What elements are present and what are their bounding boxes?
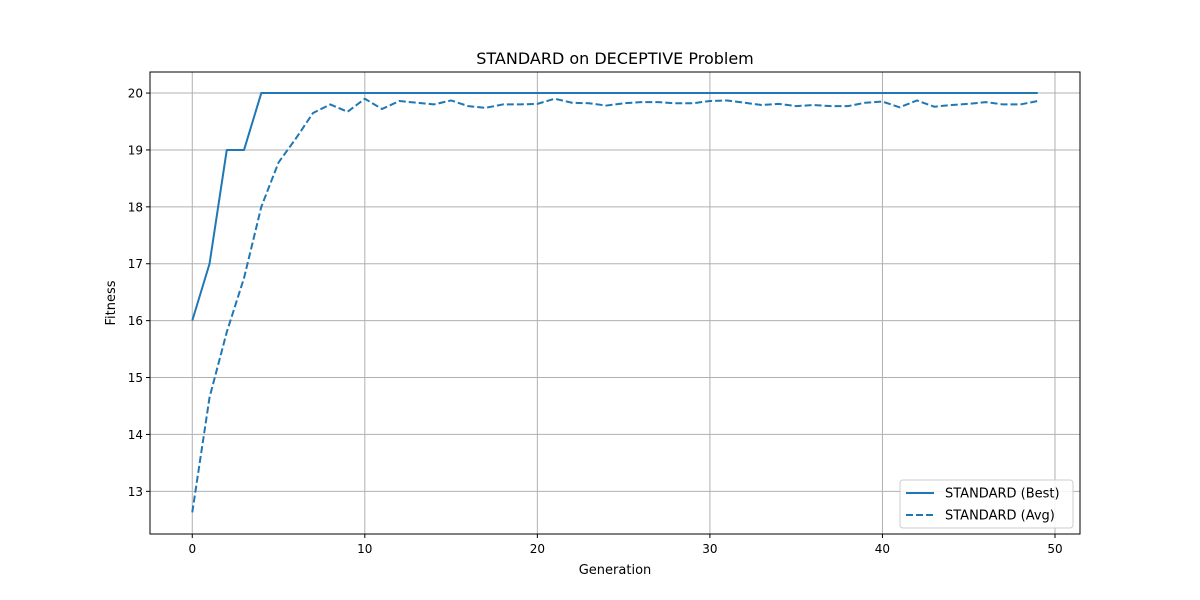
x-tick-label: 0: [188, 542, 196, 556]
plot-frame: [149, 71, 1081, 535]
series-layer: [191, 92, 1038, 513]
y-tick-label: 17: [128, 257, 143, 271]
series-line-avg: [191, 97, 1038, 513]
ticks: 0 10 20 30 40 50 13 14 15 16 17 18 19 20: [128, 87, 1063, 556]
legend-box: [899, 479, 1074, 529]
legend-label-avg: STANDARD (Avg): [945, 509, 1055, 524]
y-tick-label: 14: [128, 428, 143, 442]
y-tick-label: 13: [128, 485, 143, 499]
grid: [150, 72, 1080, 534]
x-tick-label: 10: [357, 542, 372, 556]
legend-label-best: STANDARD (Best): [945, 487, 1060, 502]
x-tick-label: 20: [530, 542, 545, 556]
y-axis-label: Fitness: [104, 280, 119, 325]
x-tick-label: 30: [702, 542, 717, 556]
x-axis-label: Generation: [579, 563, 652, 578]
y-tick-label: 16: [128, 314, 143, 328]
series-line-best: [191, 92, 1038, 321]
legend: STANDARD (Best) STANDARD (Avg): [899, 479, 1074, 529]
x-tick-label: 50: [1047, 542, 1062, 556]
y-tick-label: 18: [128, 200, 143, 214]
y-tick-label: 15: [128, 371, 143, 385]
x-tick-label: 40: [875, 542, 890, 556]
y-tick-label: 19: [128, 143, 143, 157]
chart-title: STANDARD on DECEPTIVE Problem: [476, 49, 754, 68]
y-tick-label: 20: [128, 87, 143, 101]
